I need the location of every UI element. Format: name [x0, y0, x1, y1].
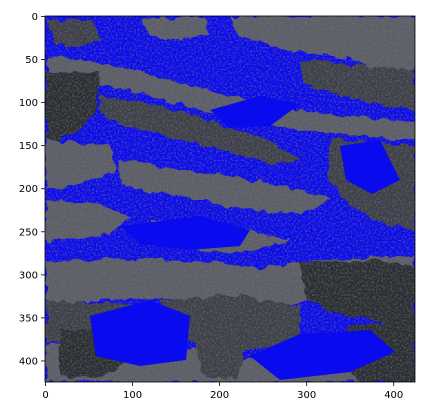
x-tick-label: 0: [42, 390, 48, 401]
x-tick-label: 100: [123, 390, 142, 401]
y-tick-label: 100: [19, 98, 38, 109]
y-tick-label: 50: [25, 55, 38, 66]
y-tick-label: 250: [19, 227, 38, 238]
x-axis: 0 100 200 300 400: [42, 382, 403, 401]
y-tick-label: 200: [19, 184, 38, 195]
y-tick-label: 400: [19, 356, 38, 367]
masked-image: [45, 16, 415, 382]
x-tick-label: 300: [297, 390, 316, 401]
y-tick-label: 300: [19, 270, 38, 281]
x-tick-label: 200: [210, 390, 229, 401]
y-tick-label: 0: [32, 12, 38, 23]
y-axis: 0 50 100 150 200 250 300 350 400: [19, 12, 45, 367]
x-tick-label: 400: [384, 390, 403, 401]
y-tick-label: 350: [19, 313, 38, 324]
y-tick-label: 150: [19, 141, 38, 152]
